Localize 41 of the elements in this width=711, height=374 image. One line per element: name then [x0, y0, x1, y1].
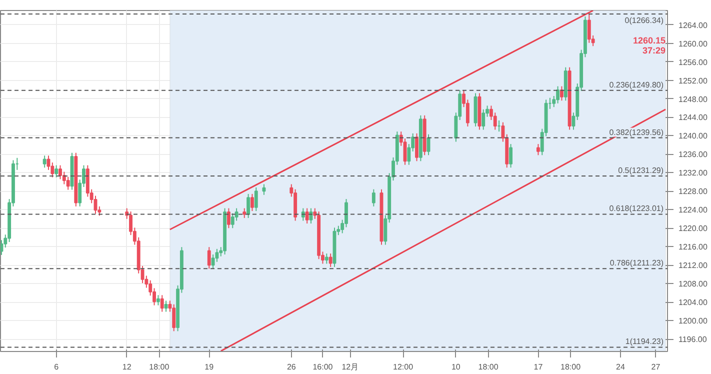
y-tick-label: 1236.00	[678, 150, 708, 160]
ref-line-label: 0(1266.34)	[624, 16, 664, 26]
y-tick-label: 1228.00	[678, 187, 708, 196]
x-tick-label: 6	[54, 362, 60, 372]
y-tick-label: 1256.00	[678, 58, 708, 67]
y-tick-label: 1196.00	[678, 335, 708, 344]
x-tick-label: 24	[616, 362, 626, 372]
ref-line-label: 0.236(1249.80)	[609, 80, 664, 90]
x-tick-label: 10	[451, 362, 461, 372]
x-tick-label: 18:00	[560, 362, 582, 372]
y-tick-label: 1264.00	[678, 20, 708, 30]
y-tick-label: 1260.00	[678, 39, 708, 48]
annotation: 1260.15	[632, 36, 666, 46]
y-tick-label: 1220.00	[678, 224, 708, 234]
x-tick-label: 18:00	[478, 362, 499, 372]
y-tick-label: 1216.00	[678, 242, 708, 252]
y-tick-label: 1204.00	[678, 298, 708, 308]
x-tick-label: 16:00	[312, 362, 334, 372]
x-tick-label: 19	[204, 362, 214, 372]
y-tick-label: 1248.00	[678, 94, 708, 104]
y-tick-label: 1200.00	[678, 316, 708, 326]
y-tick-label: 1208.00	[678, 280, 708, 289]
ref-line-label: 0.786(1211.23)	[610, 258, 664, 268]
ref-line-label: 0.382(1239.56)	[609, 128, 664, 137]
y-tick-label: 1252.00	[678, 76, 708, 86]
x-tick-label: 27	[651, 362, 661, 372]
y-tick-label: 1232.00	[678, 168, 708, 178]
ref-line-label: 0.618(1223.01)	[609, 204, 664, 214]
y-tick-label: 1240.00	[678, 132, 708, 141]
y-tick-label: 1244.00	[678, 113, 708, 122]
ref-line-label: 1(1194.23)	[625, 337, 664, 346]
x-tick-label: 26	[286, 362, 296, 372]
annotation: 37:29	[642, 46, 666, 56]
x-tick-label: 12	[122, 362, 132, 372]
ref-line-label: 0.5(1231.29)	[618, 166, 664, 175]
x-tick-label: 12月	[342, 362, 359, 372]
x-tick-label: 12:00	[393, 362, 414, 372]
x-tick-label: 17	[534, 362, 544, 372]
x-tick-label: 18:00	[149, 362, 170, 372]
y-tick-label: 1224.00	[678, 206, 708, 215]
y-tick-label: 1212.00	[678, 261, 708, 270]
